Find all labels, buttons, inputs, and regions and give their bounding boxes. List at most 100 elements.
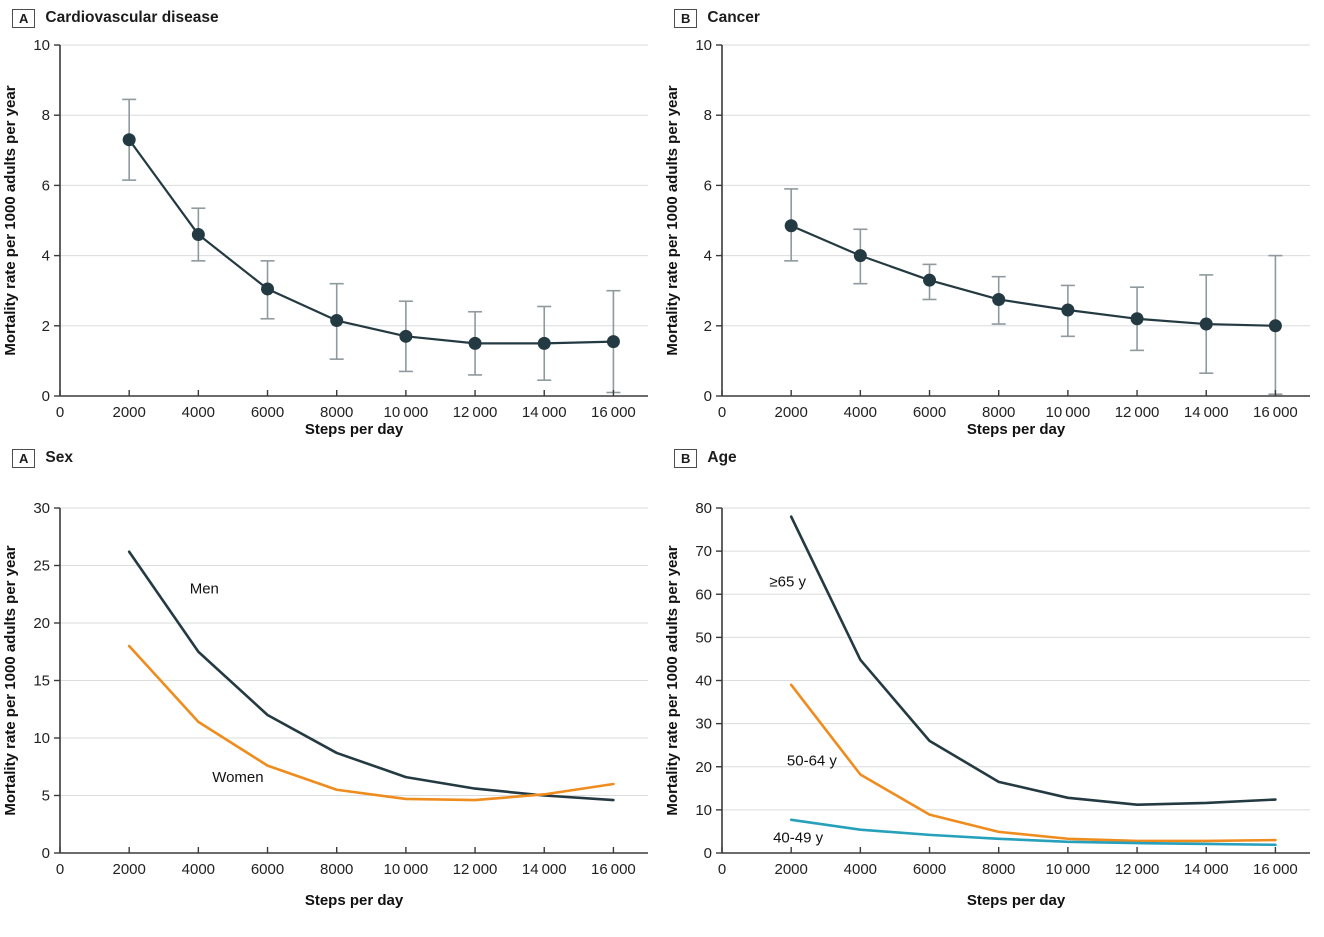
axes: 0 2000 4000 6000 8000 10 000 12 000 14 000 16 00… <box>695 500 1310 878</box>
svg-text:10: 10 <box>695 802 712 819</box>
svg-text:40: 40 <box>695 673 712 690</box>
svg-text:4000: 4000 <box>844 861 877 878</box>
svg-text:60: 60 <box>695 586 712 603</box>
svg-text:8000: 8000 <box>982 404 1015 421</box>
svg-text:20: 20 <box>695 759 712 776</box>
panel-letter-badge: B <box>674 8 698 28</box>
data-point <box>1199 317 1213 331</box>
svg-text:80: 80 <box>695 500 712 517</box>
svg-text:6000: 6000 <box>251 404 284 421</box>
x-axis-title: Steps per day <box>305 892 404 909</box>
axes: 0 2000 4000 6000 8000 10 000 12 000 14 000 16 00… <box>695 37 1310 421</box>
svg-text:14 000: 14 000 <box>1184 861 1229 878</box>
svg-text:70: 70 <box>695 543 712 560</box>
svg-text:2: 2 <box>704 318 712 335</box>
svg-text:8000: 8000 <box>320 861 353 878</box>
y-axis-title: Mortality rate per 1000 adults per year <box>2 545 19 815</box>
svg-text:8000: 8000 <box>320 404 353 421</box>
svg-text:12 000: 12 000 <box>453 861 498 878</box>
svg-text:40-49 y: 40-49 y <box>773 829 824 846</box>
svg-text:16 000: 16 000 <box>591 404 636 421</box>
svg-text:10 000: 10 000 <box>1046 404 1091 421</box>
data-point <box>1268 319 1282 333</box>
svg-text:12 000: 12 000 <box>1115 861 1160 878</box>
svg-text:10 000: 10 000 <box>384 861 429 878</box>
series-line-0 <box>784 219 1282 333</box>
svg-text:12 000: 12 000 <box>453 404 498 421</box>
svg-text:14 000: 14 000 <box>1184 404 1229 421</box>
x-axis-title: Steps per day <box>305 421 404 438</box>
svg-text:50: 50 <box>695 629 712 646</box>
svg-text:10: 10 <box>33 730 50 747</box>
panel-sex-header: A Sex <box>0 440 662 468</box>
svg-text:6000: 6000 <box>251 861 284 878</box>
svg-text:2000: 2000 <box>774 861 807 878</box>
x-axis-title: Steps per day <box>967 892 1066 909</box>
data-point <box>537 336 551 350</box>
svg-text:0: 0 <box>718 404 726 421</box>
gridlines <box>60 507 648 796</box>
error-bars <box>784 188 1283 396</box>
svg-text:2: 2 <box>42 318 50 335</box>
data-point <box>330 314 344 328</box>
svg-text:10: 10 <box>695 37 712 54</box>
y-axis-title: Mortality rate per 1000 adults per year <box>664 545 681 815</box>
svg-text:8000: 8000 <box>982 861 1015 878</box>
svg-text:15: 15 <box>33 673 50 690</box>
sex-chart: Men Women 0 2000 4000 6000 8000 10 000 12 000 14 … <box>2 500 648 909</box>
data-point <box>399 329 413 343</box>
svg-text:50-64 y: 50-64 y <box>787 752 838 769</box>
data-point <box>191 228 205 242</box>
panel-title: Cardiovascular disease <box>45 9 219 26</box>
svg-text:2000: 2000 <box>112 404 145 421</box>
svg-text:0: 0 <box>718 861 726 878</box>
data-point <box>1130 312 1144 326</box>
svg-text:0: 0 <box>704 845 712 862</box>
svg-text:25: 25 <box>33 558 50 575</box>
series-50-64 y <box>789 683 1277 843</box>
series-labels: Men Women <box>190 581 264 787</box>
data-point <box>122 133 136 147</box>
axes: 0 2000 4000 6000 8000 10 000 12 000 14 000 16 00… <box>33 37 648 421</box>
svg-text:6: 6 <box>704 177 712 194</box>
svg-text:0: 0 <box>56 404 64 421</box>
svg-text:20: 20 <box>33 615 50 632</box>
axes: 0 2000 4000 6000 8000 10 000 12 000 14 000 16 00… <box>33 500 648 878</box>
panel-age: B Age ≥65 y 50-64 y 40-49 y 0 2000 4000 6000 80… <box>662 440 1324 937</box>
svg-text:2000: 2000 <box>112 861 145 878</box>
svg-text:4000: 4000 <box>182 861 215 878</box>
panel-cancer-header: B Cancer <box>662 0 1324 28</box>
panel-title: Sex <box>45 449 73 466</box>
svg-text:Women: Women <box>212 769 263 786</box>
cardiovascular-chart: 0 2000 4000 6000 8000 10 000 12 000 14 000 16 00… <box>2 37 648 438</box>
svg-text:14 000: 14 000 <box>522 861 567 878</box>
panel-title: Age <box>707 449 737 466</box>
gridlines <box>722 44 1310 327</box>
data-point <box>853 249 867 263</box>
data-point <box>468 336 482 350</box>
svg-text:8: 8 <box>42 107 50 124</box>
svg-text:10 000: 10 000 <box>384 404 429 421</box>
svg-text:16 000: 16 000 <box>1253 404 1298 421</box>
svg-text:0: 0 <box>704 388 712 405</box>
panel-title: Cancer <box>707 9 760 26</box>
data-point <box>992 292 1006 306</box>
series-line-0 <box>122 133 620 350</box>
gridlines <box>722 507 1310 811</box>
series-labels: ≥65 y 50-64 y 40-49 y <box>769 573 837 846</box>
series-≥65 y <box>789 515 1277 807</box>
svg-text:6: 6 <box>42 177 50 194</box>
svg-text:14 000: 14 000 <box>522 404 567 421</box>
svg-text:8: 8 <box>704 107 712 124</box>
y-axis-title: Mortality rate per 1000 adults per year <box>664 85 681 355</box>
svg-text:0: 0 <box>42 845 50 862</box>
svg-text:≥65 y: ≥65 y <box>769 573 806 590</box>
svg-text:0: 0 <box>42 388 50 405</box>
y-axis-title: Mortality rate per 1000 adults per year <box>2 85 19 355</box>
panel-letter-badge: B <box>674 448 698 468</box>
svg-text:10: 10 <box>33 37 50 54</box>
svg-text:2000: 2000 <box>774 404 807 421</box>
panel-cancer: B Cancer 0 2000 4000 6000 8000 10 000 12 000 14… <box>662 0 1324 440</box>
data-point <box>784 219 798 233</box>
